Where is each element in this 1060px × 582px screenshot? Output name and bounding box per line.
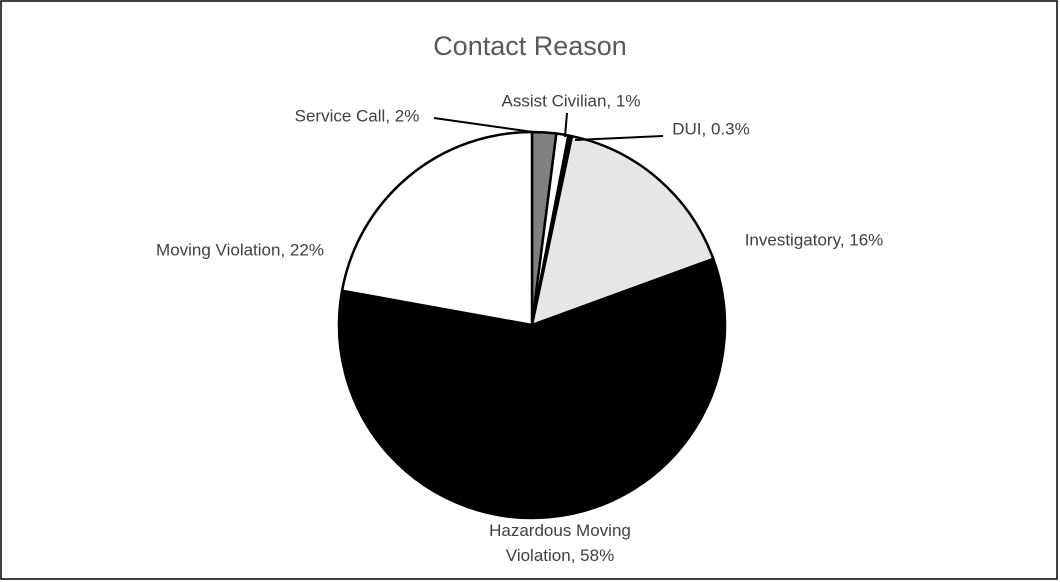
label-category: Hazardous Moving Violation	[489, 521, 636, 565]
label-value: 22%	[289, 240, 324, 260]
data-label: Investigatory, 16%	[704, 228, 924, 253]
pie-slice	[530, 134, 715, 327]
pie-slice	[340, 130, 534, 327]
label-category: DUI	[672, 119, 702, 139]
data-label: Assist Civilian, 1%	[461, 89, 681, 114]
pie-slice	[337, 257, 727, 520]
label-separator: ,	[280, 240, 290, 260]
leader-line	[433, 117, 541, 134]
label-separator: ,	[606, 91, 616, 111]
leader-line	[564, 112, 568, 138]
label-separator: ,	[839, 230, 850, 250]
label-value: 0.3%	[710, 119, 750, 139]
label-value: 1%	[615, 91, 641, 111]
label-value: 2%	[394, 106, 420, 126]
label-value: 58%	[580, 546, 615, 565]
pie	[337, 130, 727, 520]
label-category: Investigatory	[744, 230, 840, 250]
chart-title: Contact Reason	[433, 31, 627, 61]
data-label: DUI, 0.3%	[611, 117, 811, 142]
data-label: Moving Violation, 22%	[150, 238, 330, 263]
label-category: Service Call	[294, 106, 386, 126]
label-category: Assist Civilian	[501, 91, 607, 111]
data-label: Service Call, 2%	[257, 104, 457, 129]
leader-line	[574, 135, 664, 141]
label-separator: ,	[701, 119, 711, 139]
label-separator: ,	[570, 546, 581, 565]
label-value: 16%	[849, 230, 884, 250]
label-category: Moving Violation	[156, 240, 281, 260]
label-separator: ,	[385, 106, 395, 126]
data-label: Hazardous Moving Violation, 58%	[460, 518, 660, 568]
